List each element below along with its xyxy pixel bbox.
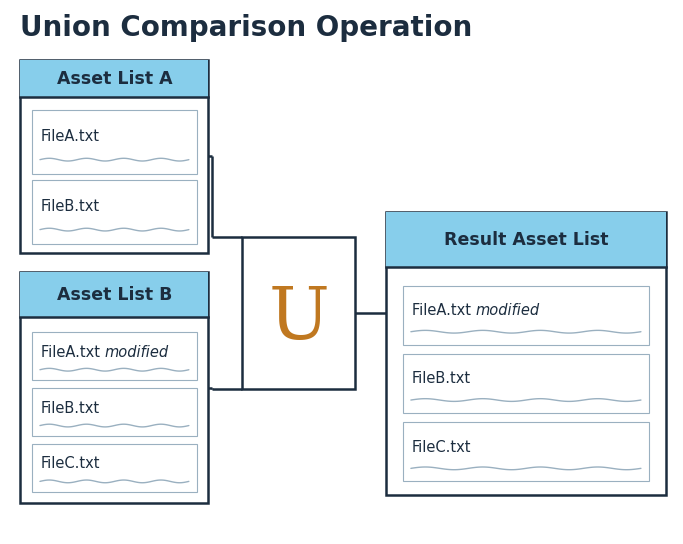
Text: U: U (268, 283, 329, 354)
Bar (403, 354, 649, 413)
Bar (20, 60, 208, 253)
Text: FileA.txt: FileA.txt (412, 303, 475, 318)
Bar (31, 388, 197, 436)
Text: FileB.txt: FileB.txt (41, 400, 100, 416)
Text: FileB.txt: FileB.txt (412, 371, 471, 386)
Bar (31, 180, 197, 244)
Text: Asset List B: Asset List B (57, 286, 172, 304)
Bar (386, 212, 666, 495)
Bar (31, 110, 197, 174)
Text: Result Asset List: Result Asset List (444, 231, 608, 249)
Text: modified: modified (475, 303, 540, 318)
Text: Union Comparison Operation: Union Comparison Operation (20, 14, 473, 41)
Bar (403, 422, 649, 481)
Bar (31, 444, 197, 492)
Text: Asset List A: Asset List A (57, 70, 172, 88)
Text: FileA.txt: FileA.txt (41, 345, 104, 360)
Text: modified: modified (104, 345, 169, 360)
Bar (403, 286, 649, 345)
Bar (20, 60, 208, 97)
Bar (242, 237, 355, 389)
Bar (386, 212, 666, 267)
Text: FileC.txt: FileC.txt (41, 456, 100, 472)
Text: FileC.txt: FileC.txt (412, 440, 471, 455)
Bar (31, 332, 197, 380)
Text: FileA.txt: FileA.txt (41, 129, 100, 144)
Bar (20, 272, 208, 317)
Bar (20, 272, 208, 503)
Text: FileB.txt: FileB.txt (41, 199, 100, 214)
